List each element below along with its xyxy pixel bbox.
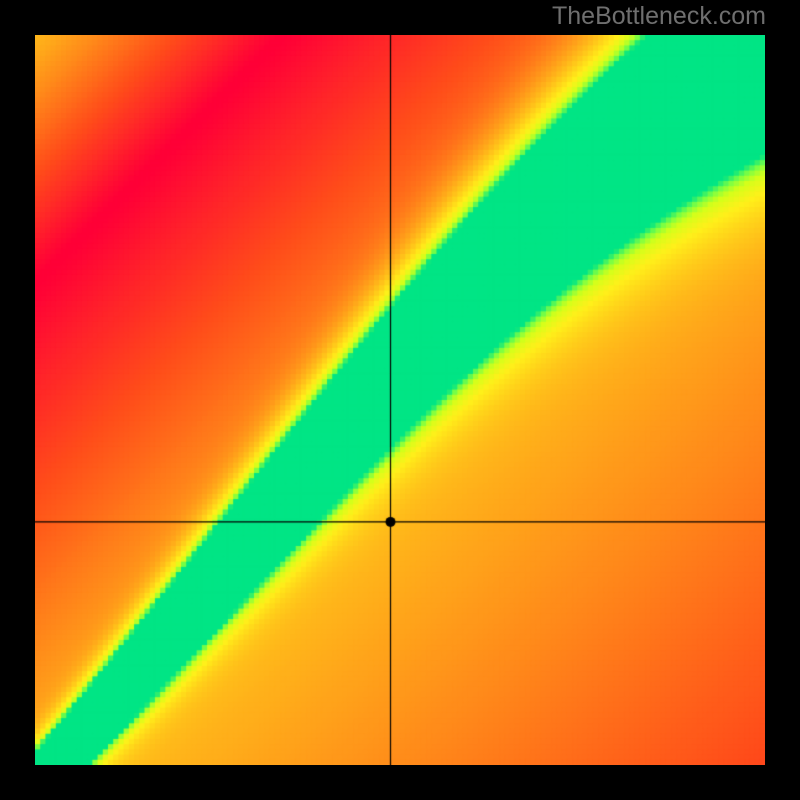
chart-container: TheBottleneck.com — [0, 0, 800, 800]
bottleneck-heatmap — [35, 35, 765, 765]
watermark-text: TheBottleneck.com — [552, 2, 766, 31]
